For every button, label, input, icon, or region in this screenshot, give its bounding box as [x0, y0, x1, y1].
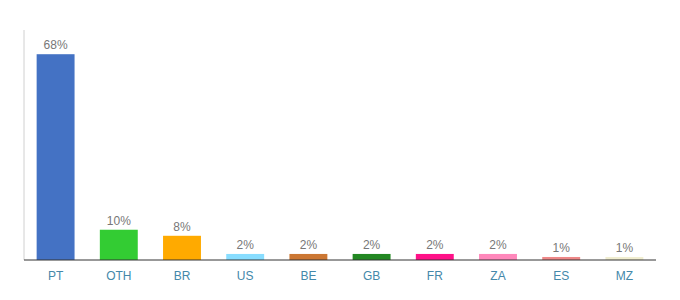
data-label: 1% — [553, 241, 571, 255]
data-label: 2% — [300, 238, 318, 252]
x-tick-label: MZ — [616, 269, 633, 283]
chart: 68% 10% 8% 2% 2% 2% 2% 2% 1% 1% PT OTH BR US BE GB FR ZA E… — [0, 0, 680, 300]
bar — [353, 254, 391, 260]
data-label: 1% — [616, 241, 634, 255]
x-tick-label: GB — [363, 269, 380, 283]
chart-container: 68% 10% 8% 2% 2% 2% 2% 2% 1% 1% PT OTH BR US BE GB FR ZA E… — [0, 0, 680, 300]
x-axis-line — [24, 260, 656, 261]
data-label: 2% — [237, 238, 255, 252]
x-tick-label: ES — [553, 269, 569, 283]
data-label: 2% — [489, 238, 507, 252]
x-tick-label: FR — [427, 269, 443, 283]
x-tick-label: PT — [48, 269, 64, 283]
data-label: 2% — [426, 238, 444, 252]
data-label: 10% — [107, 214, 131, 228]
x-tick-label: BR — [174, 269, 191, 283]
bar — [226, 254, 264, 260]
x-tick-label: ZA — [490, 269, 505, 283]
x-tick-label: OTH — [106, 269, 131, 283]
bars — [37, 54, 644, 260]
x-tick-label: US — [237, 269, 254, 283]
y-axis-line — [24, 30, 25, 260]
x-tick-label: BE — [300, 269, 316, 283]
bar — [37, 54, 75, 260]
data-label: 2% — [363, 238, 381, 252]
bar — [289, 254, 327, 260]
bar — [479, 254, 517, 260]
bar — [416, 254, 454, 260]
data-label: 68% — [44, 38, 68, 52]
bar — [163, 236, 201, 260]
bar — [100, 230, 138, 260]
data-label: 8% — [173, 220, 191, 234]
